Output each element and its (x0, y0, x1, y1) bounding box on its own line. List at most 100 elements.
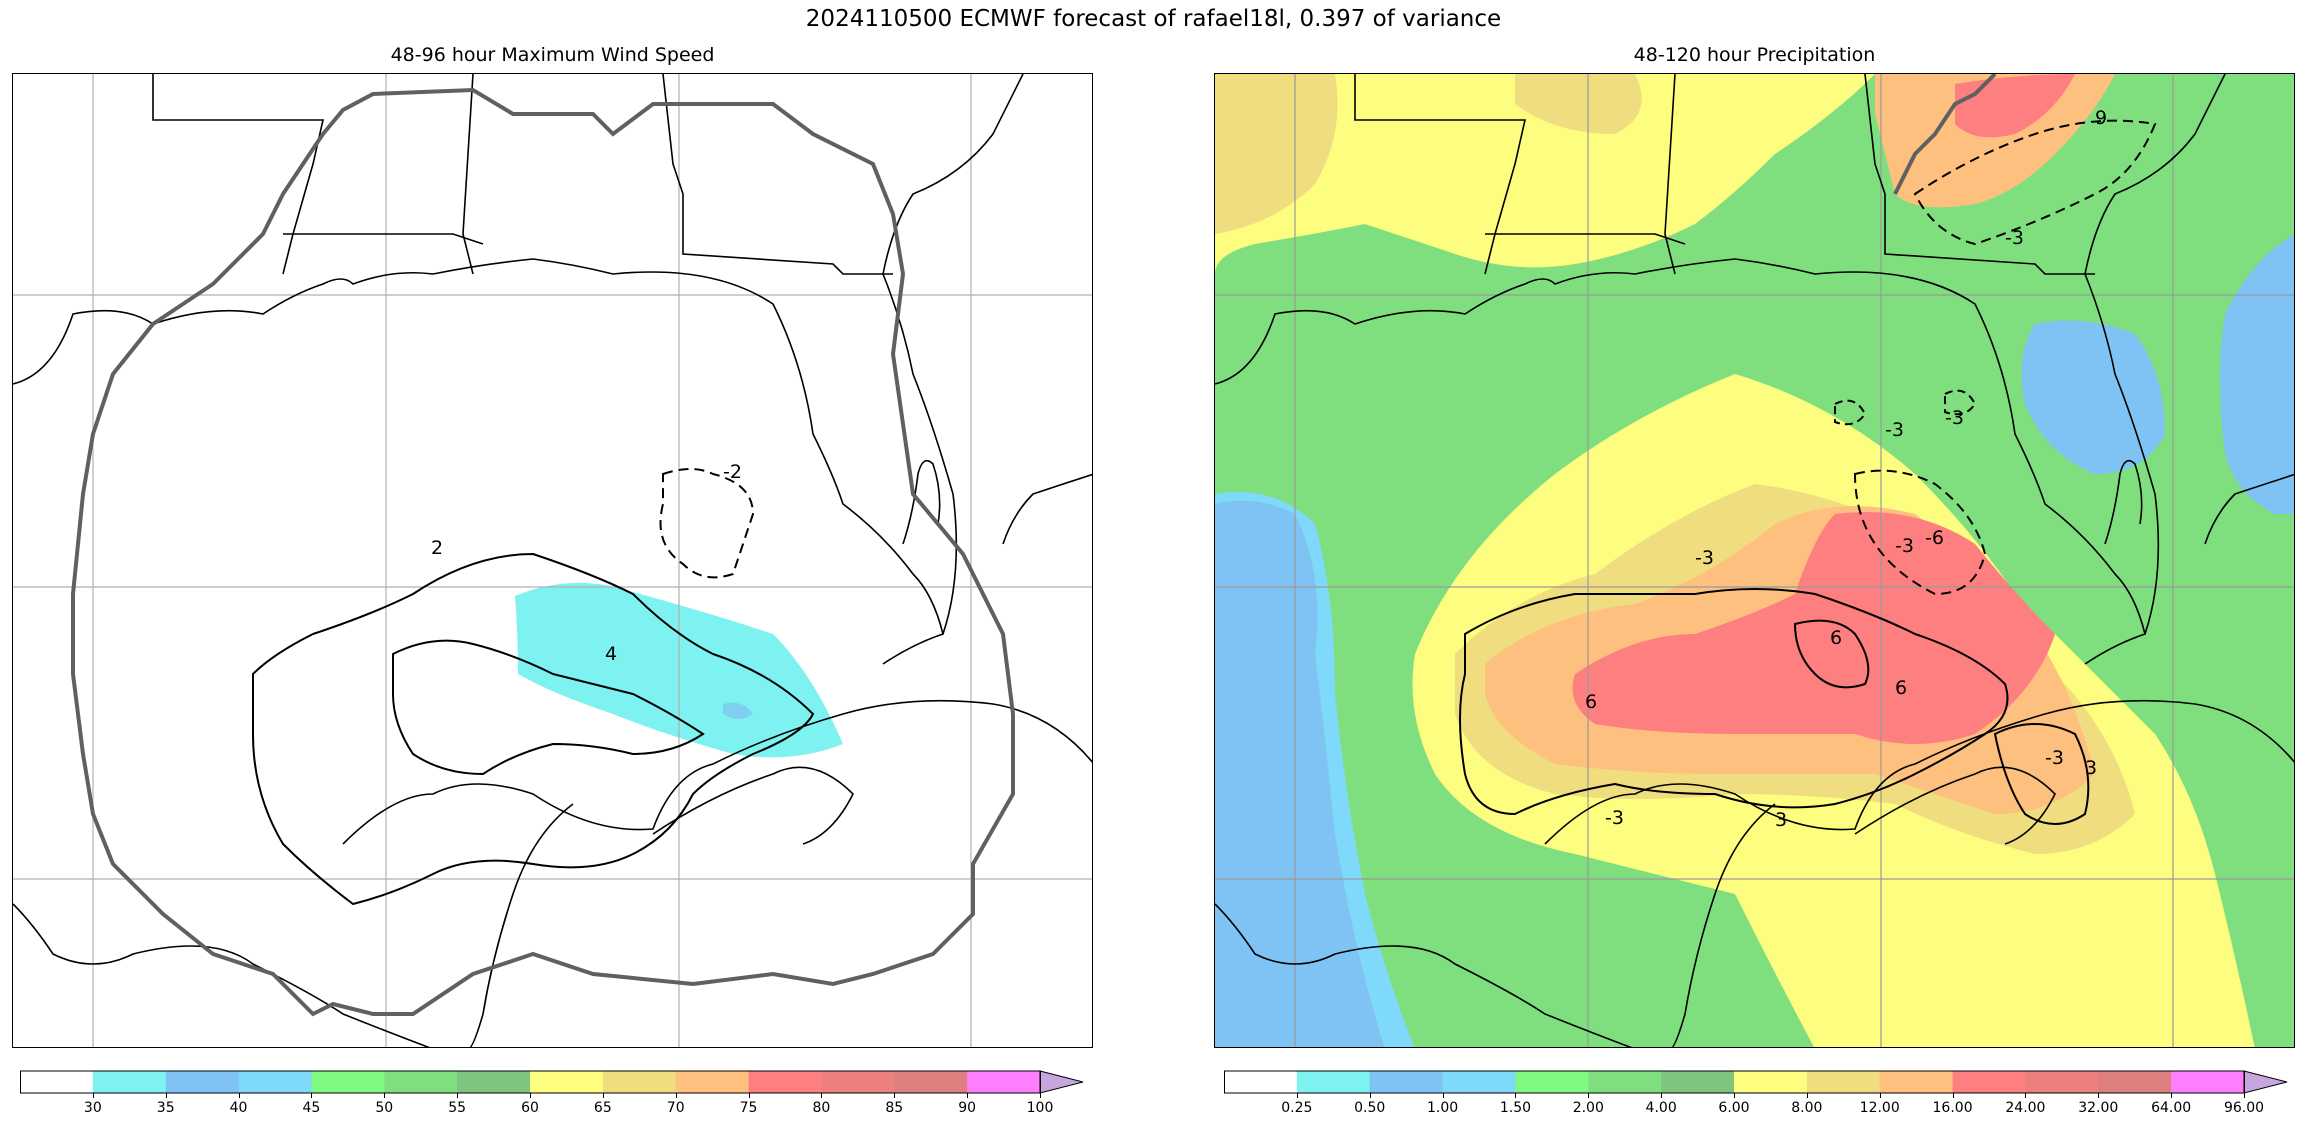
wind-colorbar-tick (894, 1093, 896, 1098)
precip-colorbar-tick (1515, 1093, 1517, 1098)
wind-colorbar-segment (675, 1071, 750, 1093)
contour-neg-ne (1913, 119, 2157, 246)
wind-colorbar-tick (1040, 1093, 1041, 1098)
wind-colorbar-tick (602, 1093, 604, 1098)
svg-text:3: 3 (2085, 757, 2097, 779)
wind-colorbar-tick-label: 50 (375, 1100, 394, 1116)
precipitation-colorbar: 0.25 0.50 1.00 1.50 2.00 4.00 6.00 8.00 12.00 16.… (1224, 1070, 2288, 1130)
wind-colorbar-segment (238, 1071, 312, 1093)
contour-pos-inner (1793, 619, 1870, 689)
wind-colorbar-segment (311, 1071, 385, 1093)
wind-colorbar-segment (92, 1071, 167, 1093)
domain-boundary (71, 87, 1015, 1017)
wind-speed-colorbar: 30 35 40 45 50 55 60 65 70 75 80 85 90 100 (20, 1070, 1084, 1130)
precip-colorbar-segment (2025, 1071, 2099, 1093)
precip-colorbar-tick-label: 0.50 (1354, 1100, 1386, 1116)
precip-colorbar-segment (1588, 1071, 1662, 1093)
svg-text:-6: -6 (1925, 527, 1944, 549)
coastlines (1215, 74, 2294, 1047)
wind-colorbar-tick (748, 1093, 750, 1098)
svg-text:-3: -3 (1945, 407, 1964, 429)
precip-colorbar-tick-label: 12.00 (1859, 1100, 1900, 1116)
svg-text:6: 6 (1895, 677, 1907, 699)
precip-colorbar-extend-arrow (2243, 1070, 2288, 1094)
wind-colorbar-tick (675, 1093, 677, 1098)
precip-colorbar-tick-label: 8.00 (1791, 1100, 1823, 1116)
wind-colorbar-tick-label: 35 (156, 1100, 175, 1116)
precip-blue-far-east (2220, 235, 2294, 514)
precip-yellow-north (1215, 74, 1875, 274)
precip-colorbar-segment (1224, 1071, 1298, 1093)
precip-colorbar-tick (1952, 1093, 1954, 1098)
precip-ne-orange (1875, 74, 2115, 208)
wind-colorbar-tick-label: 90 (958, 1100, 977, 1116)
wind-colorbar-tick (967, 1093, 969, 1098)
precip-colorbar-tick-label: 2.00 (1572, 1100, 1604, 1116)
wind-colorbar-tick-label: 30 (83, 1100, 102, 1116)
precip-colorbar-tick (1588, 1093, 1590, 1098)
precip-tan-north (1215, 74, 1338, 234)
contour-label-neg2: -2 (723, 461, 742, 483)
contour-neg2 (659, 468, 755, 579)
precip-colorbar-segment (1952, 1071, 2026, 1093)
precip-colorbar-tick-label: 64.00 (2151, 1100, 2192, 1116)
precip-colorbar-segment (1369, 1071, 1444, 1093)
precip-colorbar-tick (2025, 1093, 2027, 1098)
domain-boundary (1893, 74, 1997, 195)
wind-colorbar-tick (238, 1093, 240, 1098)
svg-text:9: 9 (2095, 107, 2107, 129)
precip-colorbar-segment (1806, 1071, 1881, 1093)
precip-colorbar-tick-label: 16.00 (1932, 1100, 1973, 1116)
precip-colorbar-segment (1661, 1071, 1735, 1093)
wind-colorbar-tick (384, 1093, 386, 1098)
wind-colorbar-tick-label: 65 (593, 1100, 612, 1116)
precipitation-map[interactable]: -3 -3 -3 -6 -3 6 6 6 -3 3 3 -3 9 -3 (1214, 73, 2295, 1048)
wind-colorbar-tick-label: 60 (521, 1100, 539, 1116)
wind-colorbar-tick-label: 85 (885, 1100, 904, 1116)
svg-text:-3: -3 (1605, 807, 1624, 829)
contour-pos (1459, 588, 2009, 816)
precip-central-red (1572, 512, 2055, 744)
wind-colorbar-segment (967, 1071, 1041, 1093)
wind-colorbar-tick (92, 1093, 94, 1098)
contour-label-4: 4 (605, 643, 617, 665)
contour-neg-central (1853, 469, 1987, 596)
precip-colorbar-tick (2171, 1093, 2173, 1098)
precip-colorbar-tick (1806, 1093, 1808, 1098)
wind-colorbar-tick-label: 100 (1026, 1100, 1054, 1116)
svg-text:-3: -3 (2005, 227, 2024, 249)
precip-colorbar-segment (2171, 1071, 2245, 1093)
wind-colorbar-tick (821, 1093, 823, 1098)
contour-label-2: 2 (431, 537, 443, 559)
precip-colorbar-segment (1879, 1071, 1954, 1093)
right-panel-title: 48-120 hour Precipitation (1633, 44, 1876, 66)
wind-colorbar-tick (165, 1093, 167, 1098)
wind-colorbar-tick-label: 75 (739, 1100, 758, 1116)
precip-tan-north2 (1515, 74, 1642, 134)
precip-colorbar-tick-label: 4.00 (1645, 1100, 1677, 1116)
precip-colorbar-tick-label: 0.25 (1281, 1100, 1313, 1116)
contour-pos-east (1993, 723, 2090, 825)
contour-2 (252, 552, 815, 906)
wind-colorbar-segment (894, 1071, 968, 1093)
precip-colorbar-tick-label: 1.00 (1426, 1100, 1459, 1116)
precip-colorbar-tick-label: 32.00 (2078, 1100, 2119, 1116)
wind-colorbar-tick (311, 1093, 313, 1098)
precip-colorbar-tick (1369, 1093, 1371, 1098)
wind-colorbar-tick-label: 70 (666, 1100, 685, 1116)
precip-colorbar-tick (1661, 1093, 1663, 1098)
contour-4 (392, 639, 705, 776)
wind-colorbar-tick-label: 40 (229, 1100, 248, 1116)
precip-colorbar-tick-label: 96.00 (2223, 1100, 2265, 1116)
precip-blue-west (1215, 500, 1385, 1047)
left-panel-title: 48-96 hour Maximum Wind Speed (390, 44, 715, 66)
coastlines (13, 74, 1092, 1047)
precip-colorbar-tick (1734, 1093, 1735, 1098)
svg-text:-3: -3 (1895, 535, 1914, 557)
svg-text:6: 6 (1585, 691, 1597, 713)
precip-contours (1459, 119, 2157, 825)
svg-text:-3: -3 (1885, 419, 1904, 441)
precip-colorbar-tick (2098, 1093, 2100, 1098)
precip-colorbar-tick (1442, 1093, 1444, 1098)
wind-speed-map[interactable]: 2 4 -2 (12, 73, 1093, 1048)
